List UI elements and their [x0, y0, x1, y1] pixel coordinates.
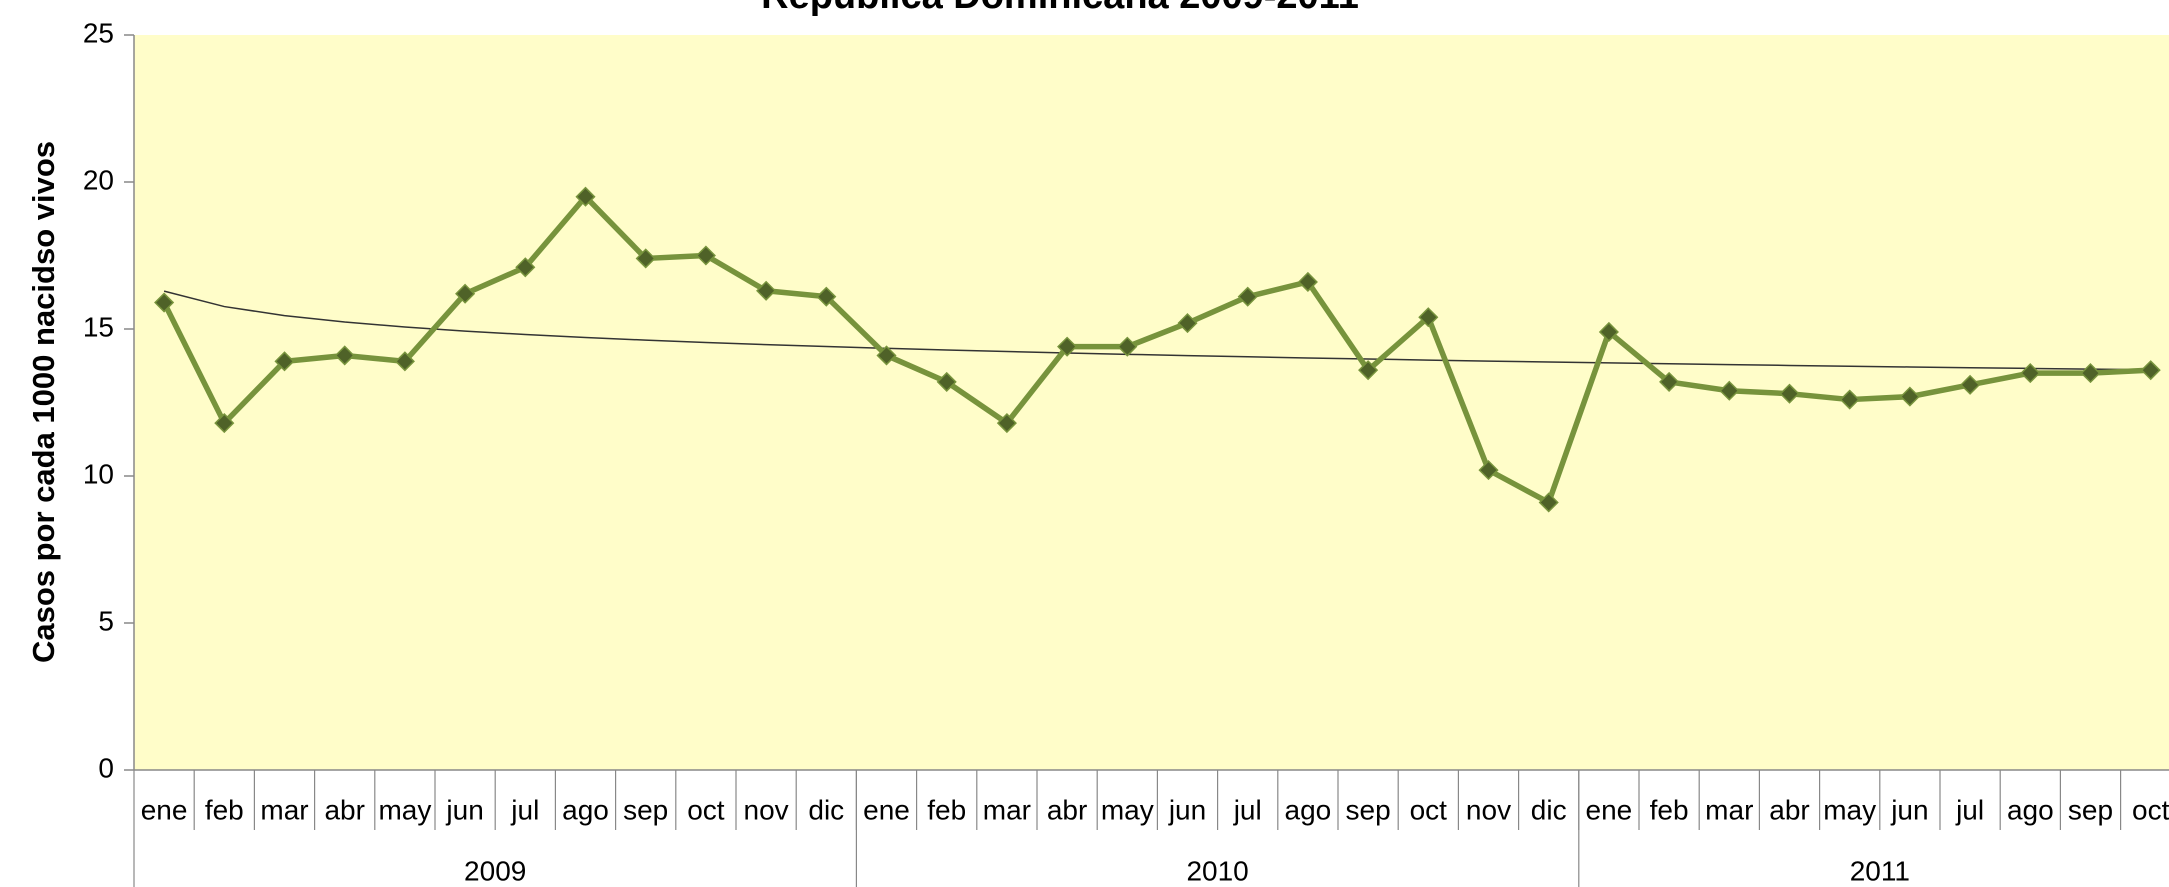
y-tick-label: 5	[98, 605, 114, 636]
marker	[1478, 460, 1499, 481]
marker	[1779, 383, 1800, 404]
x-tick-label: dic	[1531, 794, 1567, 825]
marker	[635, 248, 656, 269]
x-tick-label: nov	[744, 794, 789, 825]
marker	[1358, 360, 1379, 381]
x-tick-label: ago	[562, 794, 609, 825]
x-tick-label: jun	[1168, 794, 1206, 825]
x-tick-label: sep	[623, 794, 668, 825]
x-tick-label: abr	[324, 794, 364, 825]
x-tick-label: jul	[1955, 794, 1984, 825]
marker	[1177, 313, 1198, 334]
marker	[1538, 492, 1559, 513]
marker	[334, 345, 355, 366]
y-axis-label: Casos por cada 1000 nacidso vivos	[26, 141, 61, 663]
x-tick-label: sep	[2068, 794, 2113, 825]
marker	[1237, 286, 1258, 307]
marker	[816, 286, 837, 307]
x-tick-label: abr	[1769, 794, 1809, 825]
x-tick-label: oct	[2132, 794, 2169, 825]
marker	[1297, 271, 1318, 293]
group-label: 2009	[464, 855, 526, 886]
x-tick-label: jul	[510, 794, 539, 825]
x-tick-label: may	[378, 794, 431, 825]
x-tick-label: ago	[1285, 794, 1332, 825]
marker	[214, 413, 235, 434]
marker	[1899, 386, 1920, 407]
x-tick-label: sep	[1346, 794, 1391, 825]
x-tick-label: may	[1823, 794, 1876, 825]
plot-area	[134, 35, 2169, 770]
x-tick-label: oct	[687, 794, 725, 825]
marker	[154, 292, 175, 313]
x-tick-label: feb	[1650, 794, 1689, 825]
marker	[1839, 389, 1860, 410]
marker	[274, 351, 295, 372]
chart-title: República Dominicana 2009-2011	[761, 0, 1359, 17]
x-tick-label: mar	[260, 794, 308, 825]
marker	[936, 371, 957, 392]
y-tick-label: 10	[83, 458, 114, 489]
marker	[2140, 360, 2161, 381]
marker	[1659, 371, 1680, 392]
marker	[1057, 336, 1078, 357]
marker	[1117, 336, 1138, 357]
marker	[455, 283, 476, 304]
marker	[2080, 363, 2101, 384]
x-tick-label: feb	[927, 794, 966, 825]
x-tick-label: feb	[205, 794, 244, 825]
x-tick-label: ene	[863, 794, 910, 825]
x-tick-label: ene	[141, 794, 188, 825]
marker	[876, 345, 897, 366]
marker	[1418, 307, 1439, 328]
marker	[756, 280, 777, 301]
x-tick-label: jun	[445, 794, 483, 825]
x-tick-label: oct	[1410, 794, 1448, 825]
x-tick-label: abr	[1047, 794, 1087, 825]
marker	[394, 351, 415, 372]
marker	[996, 413, 1017, 434]
marker	[2020, 363, 2041, 384]
x-tick-label: nov	[1466, 794, 1511, 825]
x-tick-label: jul	[1233, 794, 1262, 825]
line	[161, 193, 2151, 506]
trendline	[163, 290, 2151, 371]
marker	[1960, 374, 1981, 395]
marker	[575, 186, 596, 207]
group-label: 2011	[1850, 855, 1910, 886]
x-tick-label: jun	[1890, 794, 1928, 825]
y-tick-label: 15	[83, 311, 114, 342]
y-tick-label: 25	[83, 17, 114, 48]
x-tick-label: ene	[1586, 794, 1633, 825]
x-tick-label: may	[1101, 794, 1154, 825]
y-tick-label: 0	[98, 752, 114, 783]
x-tick-label: mar	[1705, 794, 1753, 825]
x-tick-label: dic	[808, 794, 844, 825]
marker	[515, 257, 536, 278]
x-tick-label: mar	[983, 794, 1031, 825]
y-tick-label: 20	[83, 164, 114, 195]
marker	[1598, 321, 1619, 343]
marker	[695, 245, 716, 266]
group-label: 2010	[1186, 855, 1248, 886]
marker	[1719, 380, 1740, 401]
x-tick-label: ago	[2007, 794, 2054, 825]
